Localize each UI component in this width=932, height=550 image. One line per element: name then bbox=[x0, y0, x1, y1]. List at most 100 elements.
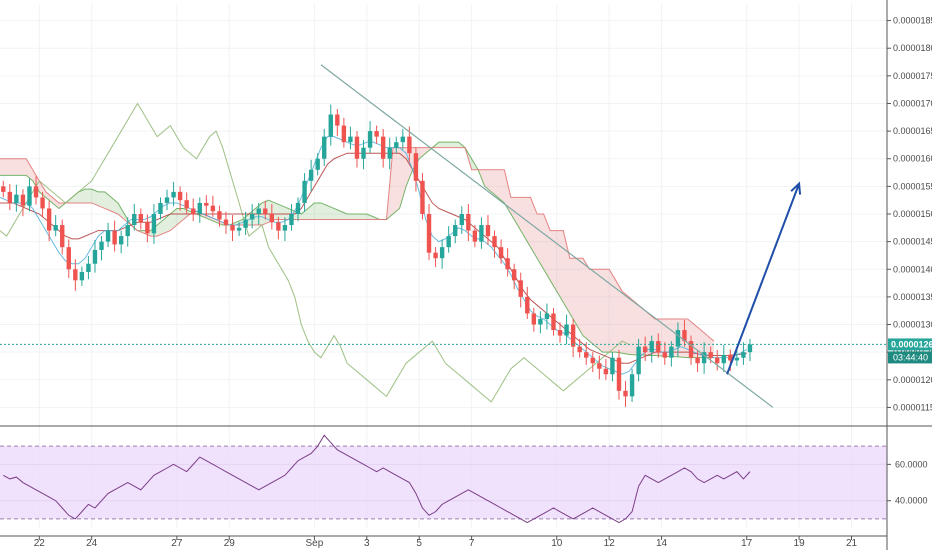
cloud-segment bbox=[497, 169, 505, 203]
cloud-segment bbox=[438, 142, 446, 148]
candle-body bbox=[204, 202, 209, 206]
cloud-segment bbox=[314, 202, 321, 220]
candle-body bbox=[1, 186, 6, 192]
candle-body bbox=[66, 247, 71, 270]
kijun-line bbox=[0, 152, 747, 364]
x-tick-label: 10 bbox=[551, 538, 563, 549]
cloud-segment bbox=[72, 191, 79, 203]
cloud-segment bbox=[366, 214, 374, 220]
cloud-segment bbox=[26, 158, 33, 181]
rsi-tick-label: 40.0000 bbox=[895, 496, 928, 506]
candle-body bbox=[79, 272, 85, 281]
candle-body bbox=[649, 341, 654, 353]
candle-body bbox=[741, 352, 746, 358]
candle-body bbox=[728, 354, 733, 361]
candle-body bbox=[616, 357, 622, 391]
cloud-segment bbox=[320, 202, 328, 220]
candle-body bbox=[158, 202, 163, 214]
candle-body bbox=[734, 357, 740, 361]
cloud-segment bbox=[445, 142, 452, 148]
indicator-lines bbox=[0, 102, 747, 403]
ichimoku-cloud bbox=[0, 141, 715, 359]
candle-body bbox=[256, 208, 261, 214]
candle-body bbox=[642, 346, 648, 353]
candle-body bbox=[433, 252, 438, 259]
y-tick-label: 0.00001650 bbox=[893, 126, 932, 136]
candle-body bbox=[584, 352, 589, 358]
rsi-pane bbox=[0, 434, 887, 524]
candle-body bbox=[99, 241, 104, 250]
candle-body bbox=[629, 374, 635, 397]
candle-body bbox=[191, 208, 196, 214]
cloud-segment bbox=[596, 269, 603, 353]
candle-body bbox=[439, 247, 445, 259]
candle-body bbox=[230, 225, 235, 231]
candle-body bbox=[492, 236, 497, 248]
x-tick-label: 22 bbox=[34, 538, 46, 549]
cloud-segment bbox=[281, 205, 289, 220]
candle-body bbox=[354, 136, 360, 159]
cloud-segment bbox=[556, 230, 564, 303]
candle-body bbox=[184, 200, 189, 209]
cloud-segment bbox=[353, 214, 361, 220]
y-tick-label: 0.00001400 bbox=[893, 264, 932, 274]
cloud-segment bbox=[530, 197, 538, 259]
candle-body bbox=[498, 247, 504, 259]
candle-body bbox=[479, 225, 484, 242]
candle-body bbox=[164, 197, 170, 203]
cloud-segment bbox=[98, 191, 105, 209]
cloud-segment bbox=[615, 280, 623, 354]
candle-body bbox=[695, 357, 700, 364]
x-tick-label: 3 bbox=[364, 538, 370, 549]
cloud-segment bbox=[451, 142, 459, 148]
candle-body bbox=[315, 158, 320, 170]
cloud-segment bbox=[19, 158, 27, 176]
cloud-segment bbox=[163, 214, 171, 234]
candle-body bbox=[367, 131, 373, 148]
candle-body bbox=[623, 390, 628, 397]
candle-body bbox=[217, 211, 222, 220]
y-tick-label: 0.00001300 bbox=[893, 320, 932, 330]
candle-body bbox=[662, 352, 668, 358]
trendline bbox=[320, 64, 774, 408]
cloud-segment bbox=[104, 191, 112, 212]
cloud-segment bbox=[399, 147, 407, 209]
countdown-label: 03:44:40 bbox=[893, 352, 928, 362]
candle-body bbox=[33, 186, 39, 198]
cloud-segment bbox=[0, 158, 7, 176]
cloud-segment bbox=[635, 302, 642, 355]
candle-body bbox=[53, 225, 58, 231]
cloud-segment bbox=[157, 219, 164, 237]
candle-body bbox=[708, 352, 713, 358]
candle-body bbox=[341, 125, 347, 143]
cloud-segment bbox=[641, 307, 649, 356]
candle-body bbox=[322, 136, 327, 159]
candle-body bbox=[564, 324, 569, 336]
cloud-segment bbox=[550, 230, 557, 292]
cloud-segment bbox=[275, 202, 282, 220]
x-tick-label: 7 bbox=[469, 538, 475, 549]
candle-body bbox=[682, 330, 687, 342]
cloud-segment bbox=[360, 214, 367, 220]
y-tick-label: 0.00001600 bbox=[893, 154, 932, 164]
candle-body bbox=[688, 341, 694, 358]
candle-body bbox=[525, 296, 530, 314]
candle-body bbox=[348, 136, 353, 143]
y-tick-label: 0.00001150 bbox=[893, 402, 932, 412]
candle-body bbox=[747, 344, 753, 353]
cloud-segment bbox=[661, 319, 669, 357]
rsi-tick-label: 60.0000 bbox=[895, 459, 928, 469]
cloud-segment bbox=[45, 191, 53, 203]
candle-body bbox=[7, 191, 13, 203]
candle-body bbox=[394, 142, 399, 148]
candle-body bbox=[73, 269, 78, 281]
cloud-segment bbox=[537, 214, 544, 270]
cloud-segment bbox=[91, 189, 99, 206]
y-tick-label: 0.00001200 bbox=[893, 375, 932, 385]
cloud-segment bbox=[6, 158, 14, 176]
cloud-segment bbox=[504, 169, 511, 214]
y-tick-label: 0.00001850 bbox=[893, 16, 932, 26]
candle-body bbox=[151, 214, 157, 234]
